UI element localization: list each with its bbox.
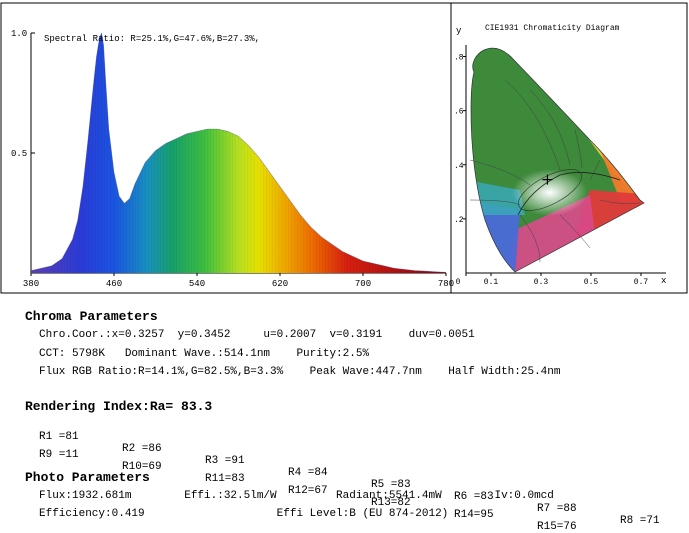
cie-ellipse — [518, 169, 582, 211]
chroma-coordinates: Chro.Coor.:x=0.3257 y=0.3452 u=0.2007 v=… — [39, 329, 475, 341]
spectrum-curve — [30, 31, 447, 273]
cie-y-tick-label: .4 — [454, 162, 464, 171]
rendering-heading: Rendering Index:Ra= 83.3 — [25, 399, 213, 414]
planckian-locus — [517, 172, 621, 216]
rendering-row-1: R1 =81 R2 =86 R3 =91 R4 =84 R5 =83 R6 =8… — [39, 419, 660, 527]
r-value: R2 =86 — [122, 443, 162, 455]
cie-y-tick-label: .2 — [454, 216, 464, 225]
spectrum-x-tick-label: 460 — [106, 279, 122, 289]
cie-isotemp-lines — [469, 79, 641, 263]
cie-x-tick-label: 0.1 — [484, 278, 499, 287]
r-value: R14=95 — [454, 509, 494, 521]
r-value: R1 =81 — [39, 431, 79, 443]
cie-title: CIE1931 Chromaticity Diagram — [485, 24, 620, 33]
charts-panel: 1.0 0.5 380 460 540 620 700 780 Spectral Ratio… — [0, 2, 688, 294]
chroma-heading: Chroma Parameters — [25, 309, 158, 324]
spectrum-x-tick-label: 700 — [355, 279, 371, 289]
spectrum-x-tick-label: 540 — [189, 279, 205, 289]
spectrum-x-tick-label: 780 — [438, 279, 454, 289]
cie-x-label: x — [661, 276, 666, 286]
chroma-cct: CCT: 5798K Dominant Wave.:514.1nm Purity… — [39, 348, 370, 360]
r-value: R13=82 — [371, 497, 411, 509]
spectrum-x-tick-label: 380 — [23, 279, 39, 289]
spectrum-y-tick-label: 1.0 — [11, 29, 27, 39]
r-value: R8 =71 — [620, 515, 660, 527]
cie-locus — [470, 47, 645, 273]
cie-y-tick-label: .6 — [454, 108, 464, 117]
r-value: R10=69 — [122, 461, 162, 473]
spectrum-plot: 1.0 0.5 380 460 540 620 700 780 Spectral Ratio… — [11, 29, 454, 289]
chroma-flux-ratio: Flux RGB Ratio:R=14.1%,G=82.5%,B=3.3% Pe… — [39, 366, 561, 378]
photo-heading: Photo Parameters — [25, 470, 150, 485]
spectrum-title: Spectral Ratio: R=25.1%,G=47.6%,B=27.3%, — [44, 34, 260, 44]
cie-x-tick-label: 0 — [456, 278, 461, 287]
cie-y-label: y — [456, 26, 462, 36]
cie-x-tick-label: 0.7 — [634, 278, 649, 287]
r-value: R11=83 — [205, 473, 245, 485]
chromaticity-marker — [542, 174, 553, 185]
r-value: R4 =84 — [288, 467, 328, 479]
r-value: R6 =83 — [454, 491, 494, 503]
spectrum-area — [31, 33, 446, 273]
photo-flux: Flux:1932.681m Effi.:32.5lm/W Radiant:55… — [39, 490, 554, 502]
spectrum-x-tick-label: 620 — [272, 279, 288, 289]
r-value: R9 =11 — [39, 449, 79, 461]
spectrum-stripes — [51, 33, 441, 273]
r-value: R5 =83 — [371, 479, 411, 491]
r-value: R15=76 — [537, 521, 577, 533]
spectrum-y-tick-label: 0.5 — [11, 149, 27, 159]
r-value: R12=67 — [288, 485, 328, 497]
cie-y-tick-label: .8 — [454, 54, 464, 63]
cie-x-tick-label: 0.5 — [584, 278, 599, 287]
photo-efficiency: Efficiency:0.419 Effi Level:B (EU 874-20… — [39, 508, 449, 520]
r-value: R7 =88 — [537, 503, 577, 515]
r-value: R3 =91 — [205, 455, 245, 467]
cie-x-tick-label: 0.3 — [534, 278, 549, 287]
